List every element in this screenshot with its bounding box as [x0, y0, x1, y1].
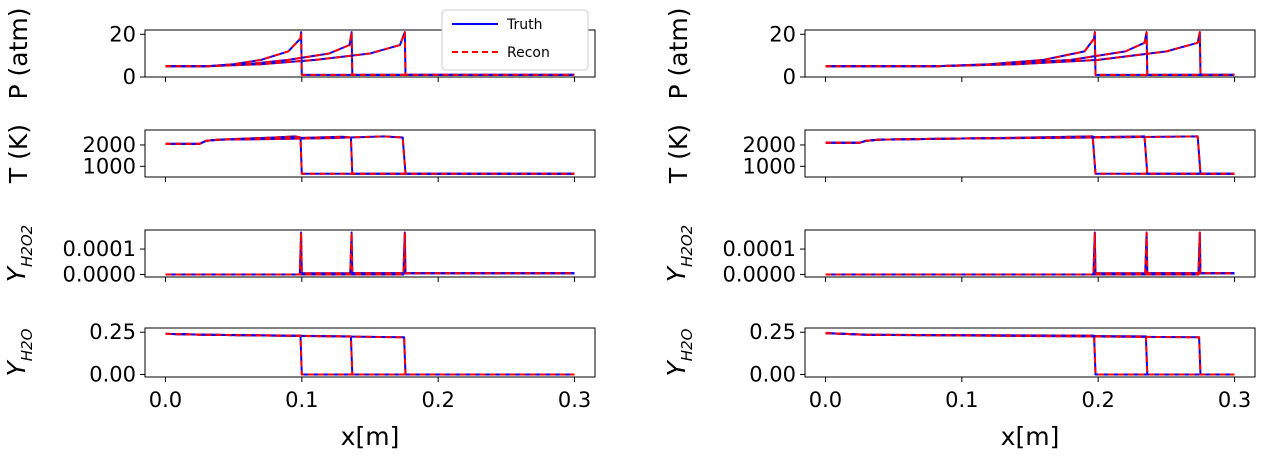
y-tick-label: 0.0000 — [63, 262, 136, 286]
truth-line — [165, 332, 575, 376]
recon-line — [165, 332, 575, 376]
truth-line — [165, 135, 575, 175]
truth-line — [165, 135, 575, 175]
y-tick-label: 2000 — [83, 133, 136, 157]
axes-frame — [144, 129, 596, 178]
axes-frame — [804, 327, 1256, 378]
recon-line — [825, 231, 1235, 276]
truth-line — [825, 231, 1235, 276]
recon-line — [165, 332, 575, 376]
recon-line — [825, 135, 1235, 175]
recon-line — [825, 231, 1235, 276]
recon-line — [165, 135, 575, 175]
axes-frame — [804, 29, 1256, 78]
x-tick-label: 0.3 — [558, 388, 591, 412]
y-tick-label: 0.0001 — [723, 237, 796, 261]
x-tick-label: 0.1 — [945, 388, 978, 412]
y-axis-label: T (K) — [4, 124, 33, 184]
truth-line — [825, 31, 1235, 76]
x-tick-label: 0.3 — [1218, 388, 1251, 412]
recon-line — [825, 31, 1235, 76]
y-tick-label: 1000 — [83, 154, 136, 178]
x-tick-label: 0.2 — [1081, 388, 1114, 412]
truth-line — [825, 332, 1235, 376]
y-axis-label: YH2O — [2, 328, 36, 376]
truth-line — [165, 231, 575, 276]
axes-frame — [144, 29, 596, 78]
legend: Truth Recon — [441, 9, 589, 71]
recon-line — [165, 31, 575, 76]
recon-line — [825, 31, 1235, 76]
truth-line — [825, 135, 1235, 175]
truth-line — [165, 332, 575, 376]
recon-line — [825, 332, 1235, 376]
truth-line — [825, 231, 1235, 276]
recon-line — [825, 332, 1235, 376]
recon-line — [165, 231, 575, 276]
y-tick-label: 0.25 — [89, 320, 136, 344]
truth-line — [165, 332, 575, 376]
y-tick-label: 0.00 — [749, 362, 796, 386]
truth-line — [165, 231, 575, 276]
axes-frame — [804, 129, 1256, 178]
recon-line — [165, 231, 575, 276]
truth-line — [825, 31, 1235, 76]
truth-line — [165, 231, 575, 276]
axes-frame — [804, 229, 1256, 278]
recon-line — [165, 135, 575, 175]
y-tick-label: 20 — [109, 22, 136, 46]
y-tick-label: 1000 — [743, 154, 796, 178]
y-axis-label: YH2O — [662, 328, 696, 376]
y-axis-label: YH2O2 — [662, 225, 696, 282]
truth-line — [825, 231, 1235, 276]
recon-line — [165, 332, 575, 376]
y-tick-label: 0.25 — [749, 320, 796, 344]
legend-recon-label: Recon — [507, 45, 550, 61]
y-tick-label: 0 — [123, 65, 136, 89]
legend-truth-label: Truth — [506, 17, 543, 33]
y-axis-label: P (atm) — [664, 7, 693, 99]
truth-line — [825, 31, 1235, 76]
truth-line — [825, 135, 1235, 175]
recon-line — [825, 31, 1235, 76]
recon-line — [165, 135, 575, 175]
x-axis-label: x[m] — [1001, 422, 1060, 451]
recon-line — [165, 231, 575, 276]
recon-line — [825, 231, 1235, 276]
panel-right-3: 0.0 0.1 0.2 0.3 0.00 0.25 YH2O x[m] — [662, 320, 1256, 451]
panel-right-0: 0 20 P (atm) — [664, 7, 1256, 100]
truth-line — [825, 332, 1235, 376]
x-tick-label: 0.0 — [809, 388, 842, 412]
y-tick-label: 0.0001 — [63, 237, 136, 261]
y-axis-label: T (K) — [664, 124, 693, 184]
y-axis-label: YH2O2 — [2, 225, 36, 282]
axes-frame — [144, 327, 596, 378]
truth-line — [825, 332, 1235, 376]
x-tick-label: 0.0 — [149, 388, 182, 412]
y-tick-label: 0 — [783, 65, 796, 89]
truth-line — [825, 135, 1235, 175]
y-tick-label: 0.00 — [89, 362, 136, 386]
recon-line — [825, 135, 1235, 175]
axes-frame — [144, 229, 596, 278]
y-tick-label: 20 — [769, 22, 796, 46]
x-tick-label: 0.1 — [285, 388, 318, 412]
y-axis-label: P (atm) — [4, 7, 33, 99]
panel-left-3: 0.0 0.1 0.2 0.3 0.00 0.25 YH2O x[m] — [2, 320, 596, 451]
y-tick-label: 2000 — [743, 133, 796, 157]
panel-left-0: 0 20 P (atm) — [4, 7, 596, 100]
x-tick-label: 0.2 — [421, 388, 454, 412]
recon-line — [165, 31, 575, 76]
recon-line — [825, 332, 1235, 376]
recon-line — [825, 135, 1235, 175]
x-axis-label: x[m] — [341, 422, 400, 451]
y-tick-label: 0.0000 — [723, 262, 796, 286]
truth-line — [165, 135, 575, 175]
